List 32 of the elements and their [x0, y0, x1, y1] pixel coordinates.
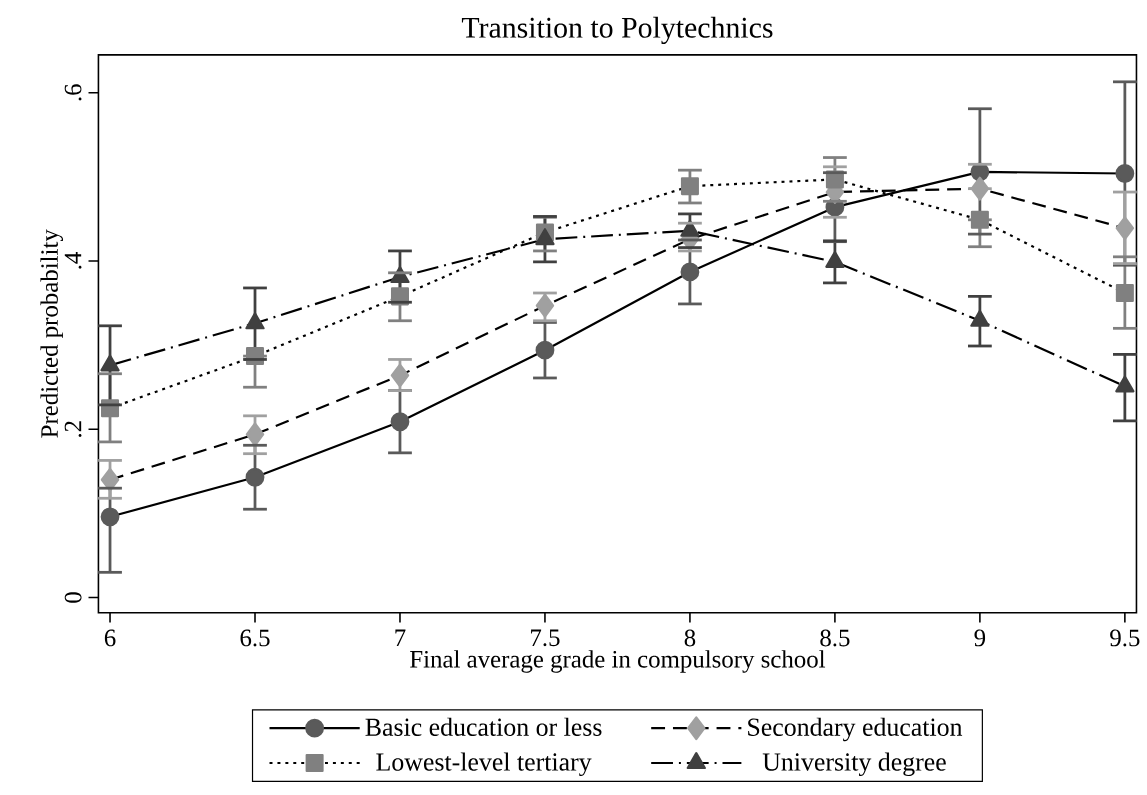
point — [390, 412, 410, 431]
x-tick-label: 9.5 — [1110, 629, 1140, 647]
point — [100, 507, 120, 526]
point — [535, 293, 555, 318]
x-tick-label: 6.5 — [240, 629, 270, 647]
point — [680, 176, 699, 195]
point — [245, 422, 265, 447]
point — [390, 363, 410, 388]
x-tick-label: 9 — [974, 629, 986, 647]
legend-label: Lowest-level tertiary — [376, 752, 592, 776]
y-tick-label: 0 — [64, 592, 82, 603]
y-axis-title: Predicted probability — [40, 229, 64, 438]
x-tick-label: 7.5 — [531, 629, 560, 647]
x-tick-label: 8.5 — [820, 629, 850, 647]
x-axis-title: Final average grade in compulsory school — [410, 649, 826, 673]
point — [535, 340, 555, 360]
y-tick-label: .4 — [64, 251, 82, 269]
point — [100, 467, 120, 492]
x-tick-label: 7 — [395, 629, 406, 646]
legend-label: Secondary education — [748, 717, 963, 742]
point — [1115, 163, 1135, 183]
x-tick-label: 8 — [684, 629, 696, 647]
point — [245, 467, 265, 487]
legend-label: Basic education or less — [365, 717, 602, 736]
y-tick-label: .6 — [64, 83, 82, 101]
legend-label: University degree — [762, 752, 946, 776]
x-tick-label: 6 — [104, 629, 116, 647]
point — [1115, 216, 1135, 240]
point — [680, 262, 700, 282]
y-tick-label: .2 — [64, 421, 82, 437]
point — [1115, 283, 1134, 302]
chart-title: Transition to Polytechnics — [461, 16, 773, 44]
